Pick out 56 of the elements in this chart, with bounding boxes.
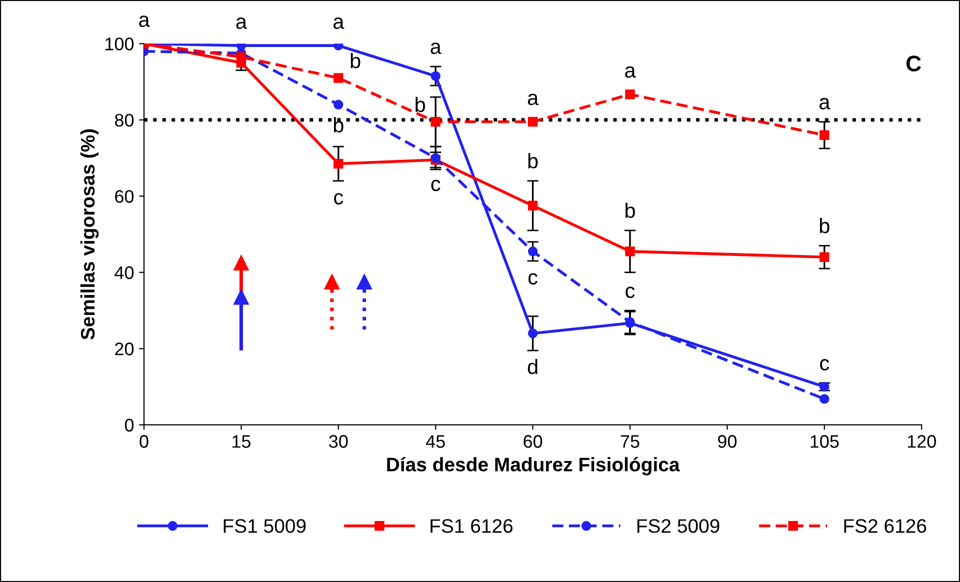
point [430, 71, 440, 81]
point [528, 116, 538, 127]
x-tick-label: 30 [329, 435, 348, 448]
data-label: b [528, 153, 538, 168]
point [528, 328, 538, 338]
point [820, 252, 830, 262]
data-label: a [528, 94, 539, 106]
point [334, 100, 344, 110]
x-tick-label: 105 [810, 435, 839, 448]
data-label: b [350, 52, 360, 68]
point [236, 52, 246, 62]
x-tick-label: 45 [426, 435, 445, 448]
y-tick-label: 0 [124, 418, 134, 432]
x-tick-label: 0 [140, 435, 148, 448]
data-label: a [819, 98, 830, 110]
data-label: c [431, 180, 440, 192]
data-label: a [333, 18, 344, 29]
annotation: C [906, 56, 921, 72]
x-tick-label: 15 [232, 435, 250, 448]
legend-label: FS1 6126 [430, 519, 513, 533]
point [820, 394, 830, 404]
point [528, 246, 538, 256]
x-tick-label: 90 [718, 435, 737, 448]
x-tick-label: 75 [620, 435, 640, 448]
point [625, 246, 635, 256]
data-label: d [528, 358, 538, 374]
data-label: c [820, 359, 830, 370]
point [528, 200, 538, 211]
point [820, 130, 830, 140]
data-label: b [626, 202, 635, 218]
data-label: b [334, 117, 344, 132]
x-axis-title: Días desde Madurez Fisiológica [387, 456, 680, 476]
data-label: b [416, 96, 426, 112]
legend-label: FS2 6126 [844, 519, 926, 533]
data-label: c [334, 193, 344, 205]
point [430, 116, 440, 127]
point [625, 89, 635, 100]
data-label: a [625, 66, 636, 78]
y-axis-title: Semillas vigorosas (%) [80, 129, 99, 340]
point [334, 158, 344, 169]
legend-label: FS2 5009 [637, 519, 720, 533]
x-tick-label: 60 [524, 435, 542, 448]
point [334, 73, 344, 83]
data-label: a [236, 18, 247, 29]
legend-label: FS1 5009 [224, 519, 306, 533]
data-label: b [820, 218, 830, 234]
data-label: a [139, 16, 150, 28]
data-label: c [626, 286, 635, 298]
x-tick-label: 120 [908, 435, 936, 448]
y-tick-label: 40 [114, 266, 134, 280]
data-label: c [528, 273, 538, 285]
y-tick-label: 80 [114, 114, 134, 127]
y-tick-label: 60 [115, 190, 134, 203]
data-label: a [430, 42, 442, 54]
y-tick-label: 20 [115, 342, 134, 356]
y-tick-label: 100 [106, 38, 134, 50]
